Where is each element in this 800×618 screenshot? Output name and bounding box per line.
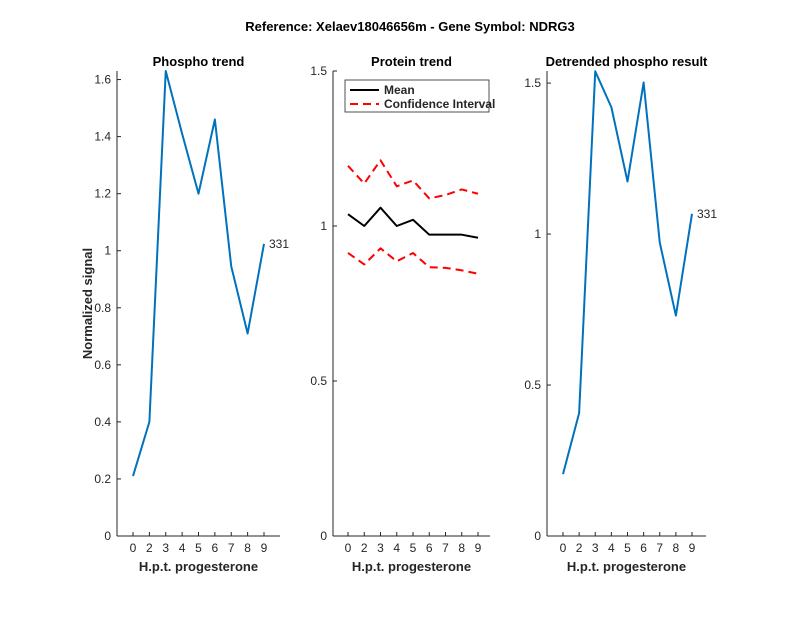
x-axis-label: H.p.t. progesterone xyxy=(567,559,686,574)
x-tick-label: 3 xyxy=(592,541,599,555)
x-tick-label: 2 xyxy=(146,541,153,555)
y-tick-label: 0.4 xyxy=(94,415,111,429)
x-tick-label: 0 xyxy=(345,541,352,555)
legend-label: Mean xyxy=(384,83,415,97)
x-tick-label: 4 xyxy=(393,541,400,555)
x-tick-label: 6 xyxy=(212,541,219,555)
figure-title: Reference: Xelaev18046656m - Gene Symbol… xyxy=(245,19,575,34)
y-tick-label: 0 xyxy=(104,529,111,543)
y-tick-label: 1.2 xyxy=(94,187,111,201)
series-line-1 xyxy=(347,159,479,200)
series-annotation: 331 xyxy=(697,207,717,221)
y-tick-label: 0 xyxy=(320,529,327,543)
y-tick-label: 1.4 xyxy=(94,130,111,144)
y-tick-label: 0.5 xyxy=(524,378,541,392)
x-tick-label: 6 xyxy=(426,541,433,555)
y-tick-label: 1 xyxy=(104,244,111,258)
x-tick-label: 5 xyxy=(195,541,202,555)
x-tick-label: 7 xyxy=(228,541,235,555)
x-tick-label: 2 xyxy=(361,541,368,555)
y-tick-label: 0.6 xyxy=(94,358,111,372)
panel-1: 00.20.40.60.811.21.41.60 2 3 4 5 6 7 8 9Phospho … xyxy=(80,54,289,574)
y-tick-label: 0.2 xyxy=(94,472,111,486)
x-tick-label: 9 xyxy=(475,541,482,555)
x-tick-label: 7 xyxy=(442,541,449,555)
x-tick-label: 2 xyxy=(576,541,583,555)
y-tick-label: 1.5 xyxy=(310,64,327,78)
y-tick-label: 1.6 xyxy=(94,73,111,87)
series-line-0 xyxy=(132,70,265,477)
series-line-0 xyxy=(562,70,693,475)
x-tick-label: 0 xyxy=(130,541,137,555)
x-tick-label: 5 xyxy=(624,541,631,555)
x-tick-label: 5 xyxy=(410,541,417,555)
x-tick-label: 3 xyxy=(162,541,169,555)
panel-title: Detrended phospho result xyxy=(546,54,708,69)
x-tick-label: 4 xyxy=(608,541,615,555)
y-tick-label: 1 xyxy=(320,219,327,233)
y-tick-label: 1.5 xyxy=(524,76,541,90)
x-axis-label: H.p.t. progesterone xyxy=(139,559,258,574)
y-tick-label: 0.8 xyxy=(94,301,111,315)
x-tick-label: 7 xyxy=(656,541,663,555)
series-line-2 xyxy=(347,247,479,275)
legend-label: Confidence Interval xyxy=(384,97,495,111)
y-axis-label: Normalized signal xyxy=(80,248,95,359)
x-tick-label: 0 xyxy=(560,541,567,555)
series-line-0 xyxy=(347,206,479,239)
x-tick-label: 6 xyxy=(640,541,647,555)
legend-box xyxy=(344,79,490,113)
panel-title: Protein trend xyxy=(371,54,452,69)
x-tick-label: 8 xyxy=(458,541,465,555)
y-tick-label: 0.5 xyxy=(310,374,327,388)
y-tick-label: 1 xyxy=(534,227,541,241)
x-tick-label: 8 xyxy=(244,541,251,555)
x-tick-label: 3 xyxy=(377,541,384,555)
x-axis-label: H.p.t. progesterone xyxy=(352,559,471,574)
y-tick-label: 0 xyxy=(534,529,541,543)
series-annotation: 331 xyxy=(269,237,289,251)
panel-title: Phospho trend xyxy=(153,54,245,69)
x-tick-label: 8 xyxy=(673,541,680,555)
x-tick-label: 9 xyxy=(261,541,268,555)
x-tick-label: 4 xyxy=(179,541,186,555)
x-tick-label: 9 xyxy=(689,541,696,555)
